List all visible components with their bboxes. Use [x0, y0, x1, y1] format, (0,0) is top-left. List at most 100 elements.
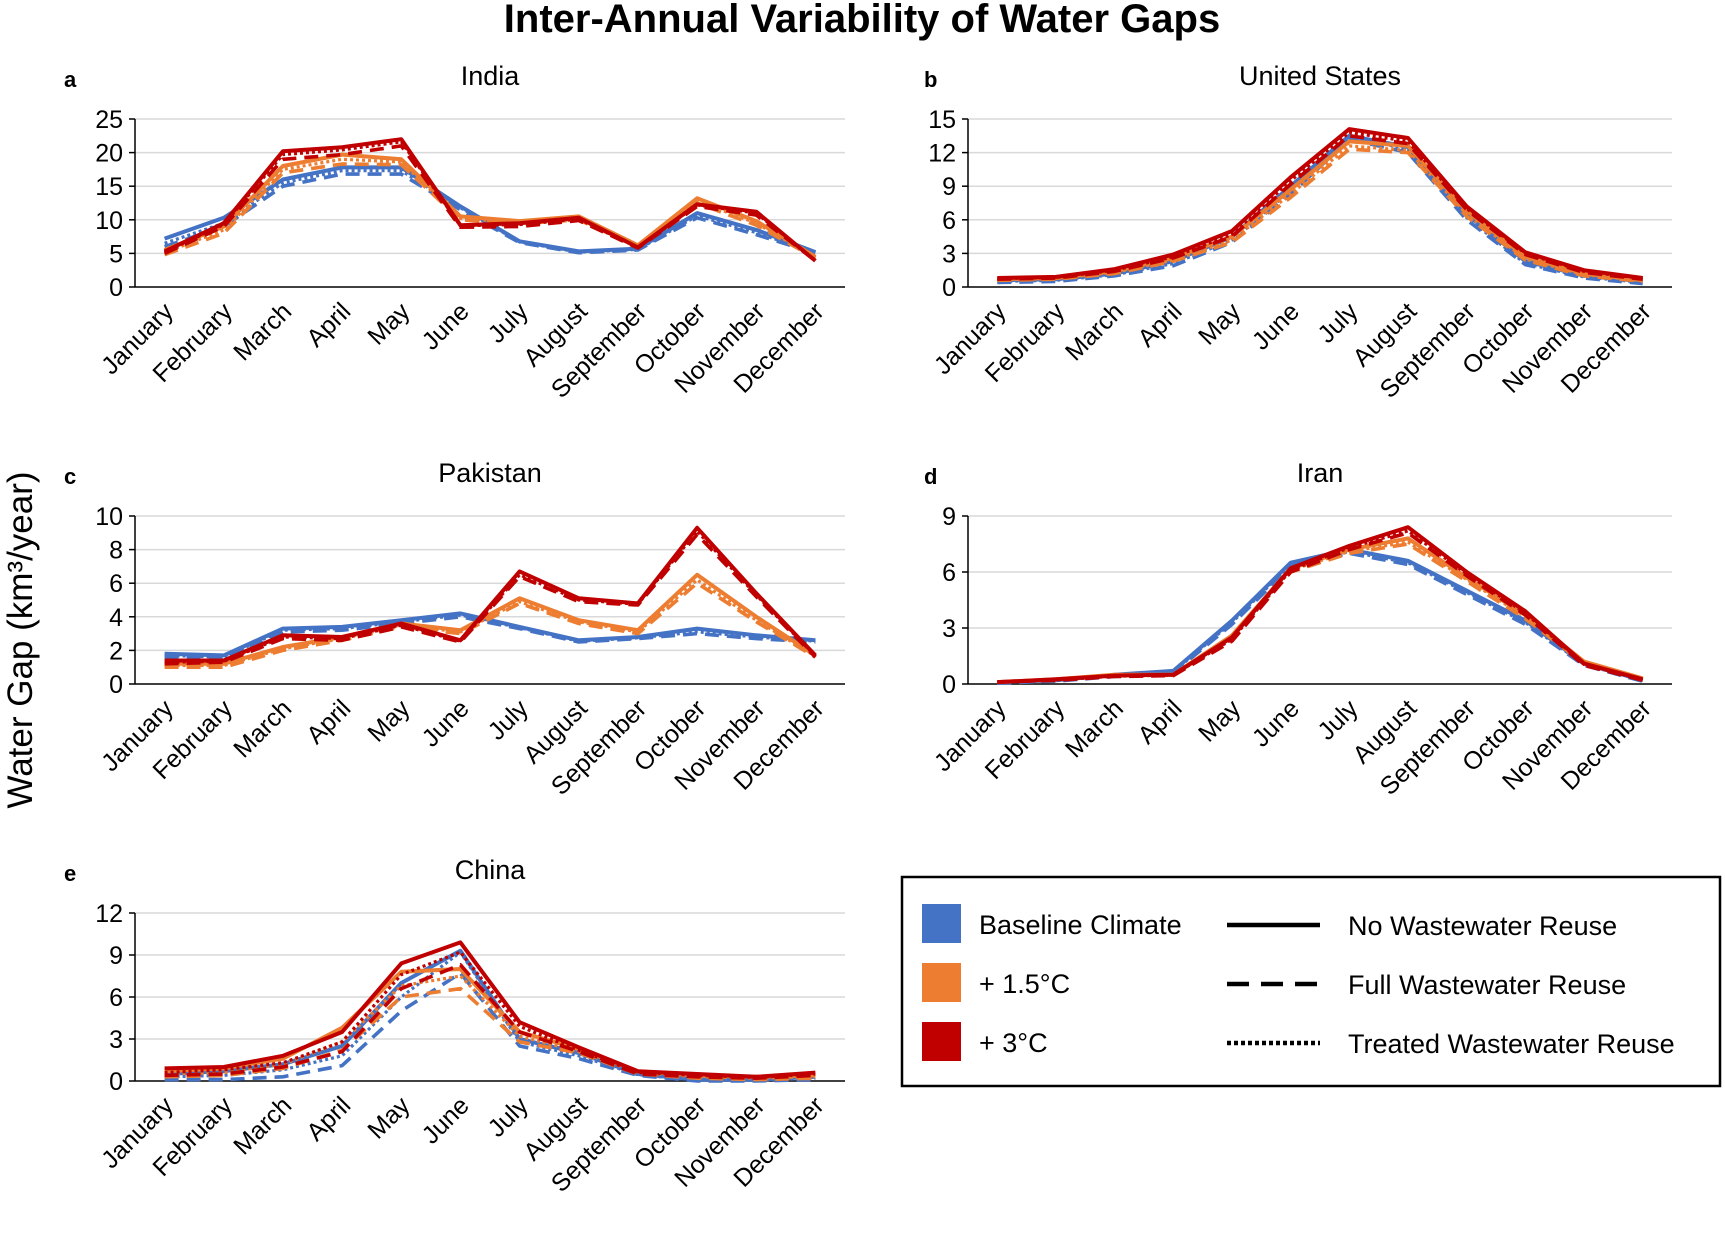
series-line [997, 134, 1643, 281]
x-tick-label: April [1132, 297, 1187, 352]
y-tick-label: 15 [95, 173, 123, 201]
y-tick-label: 0 [109, 274, 123, 302]
y-tick-label: 0 [942, 274, 956, 302]
x-tick-label: June [1247, 694, 1305, 752]
panel-united-states: b United States03691215JanuaryFebruaryMar… [924, 61, 1672, 404]
y-tick-label: 6 [942, 559, 956, 587]
series-line [164, 950, 816, 1082]
legend-box [900, 875, 1722, 1088]
y-tick-label: 0 [109, 1068, 123, 1096]
series-line [164, 962, 816, 1080]
x-tick-label: July [483, 1091, 535, 1143]
y-tick-label: 8 [109, 537, 123, 565]
series-line [163, 140, 817, 263]
series-line [997, 525, 1644, 685]
x-tick-label: July [1312, 694, 1364, 746]
series-line [164, 578, 817, 668]
y-tick-label: 6 [942, 207, 956, 235]
y-tick-label: 15 [928, 106, 956, 134]
x-tick-label: May [362, 694, 416, 748]
y-tick-label: 0 [109, 671, 123, 699]
series-line [163, 152, 817, 259]
legend-climate-label: Baseline Climate [979, 910, 1182, 940]
y-tick-label: 0 [942, 671, 956, 699]
x-tick-label: June [417, 297, 475, 355]
panel-title: India [461, 61, 521, 91]
legend-climate-label: + 3°C [979, 1028, 1048, 1058]
series-line [164, 986, 816, 1082]
legend-swatch [922, 963, 961, 1002]
series-line [164, 613, 816, 659]
panel-title: China [455, 855, 527, 885]
series-line [997, 547, 1644, 685]
series-line [997, 551, 1644, 685]
series-line [164, 169, 816, 255]
legend-reuse-label: No Wastewater Reuse [1348, 911, 1617, 941]
panel-title: Iran [1297, 458, 1344, 488]
series-line [997, 549, 1644, 685]
panel-letter: e [64, 861, 76, 886]
series-line [164, 529, 817, 664]
x-tick-label: July [483, 694, 535, 746]
x-tick-label: June [417, 694, 475, 752]
legend-reuse-label: Treated Wastewater Reuse [1348, 1029, 1675, 1059]
series-line [164, 971, 816, 1083]
panel-title: Pakistan [438, 458, 542, 488]
x-tick-label: March [1060, 694, 1129, 763]
y-tick-label: 2 [109, 637, 123, 665]
series-line [997, 540, 1644, 684]
series-line [997, 542, 1644, 684]
x-tick-label: March [228, 1091, 297, 1160]
x-tick-label: April [1132, 694, 1187, 749]
x-tick-label: June [1247, 297, 1305, 355]
legend-swatch [922, 1022, 961, 1061]
y-tick-label: 20 [95, 140, 123, 168]
x-tick-label: July [483, 297, 535, 349]
panel-letter: a [64, 67, 77, 92]
y-tick-label: 12 [928, 140, 956, 168]
y-tick-label: 3 [942, 615, 956, 643]
series-line [164, 532, 817, 666]
legend: Baseline Climate + 1.5°C + 3°C No Wastewate… [900, 875, 1722, 1088]
series-line [997, 130, 1643, 281]
y-tick-label: 3 [109, 1026, 123, 1054]
series-line [997, 144, 1643, 283]
y-tick-label: 10 [95, 207, 123, 235]
y-tick-label: 9 [942, 503, 956, 531]
y-tick-label: 6 [109, 984, 123, 1012]
series-line [164, 950, 816, 1080]
x-tick-label: May [1193, 694, 1247, 748]
series-line [164, 581, 817, 670]
series-line [163, 144, 817, 263]
x-tick-label: March [1060, 297, 1129, 366]
y-tick-label: 3 [942, 240, 956, 268]
y-axis-label: Water Gap (km³/year) [1, 471, 40, 808]
series-line [163, 137, 817, 263]
y-tick-label: 4 [109, 604, 123, 632]
x-tick-label: March [228, 297, 297, 366]
y-tick-label: 6 [109, 570, 123, 598]
legend-climate-label: + 1.5°C [979, 969, 1070, 999]
series-line [997, 529, 1644, 684]
x-tick-label: April [301, 297, 356, 352]
x-tick-label: July [1312, 297, 1364, 349]
panel-title: United States [1239, 61, 1401, 91]
y-tick-label: 10 [95, 503, 123, 531]
y-tick-label: 9 [109, 942, 123, 970]
panel-letter: c [64, 464, 76, 489]
figure-title: Inter-Annual Variability of Water Gaps [504, 0, 1220, 41]
panel-letter: d [924, 464, 937, 489]
legend-reuse-label: Full Wastewater Reuse [1348, 970, 1626, 1000]
x-tick-label: April [301, 1091, 356, 1146]
series-line [997, 127, 1643, 280]
y-tick-label: 25 [95, 106, 123, 134]
panel-letter: b [924, 67, 937, 92]
series-line [164, 157, 817, 259]
x-tick-label: May [1193, 297, 1247, 351]
x-tick-label: June [417, 1091, 475, 1149]
y-tick-label: 9 [942, 173, 956, 201]
